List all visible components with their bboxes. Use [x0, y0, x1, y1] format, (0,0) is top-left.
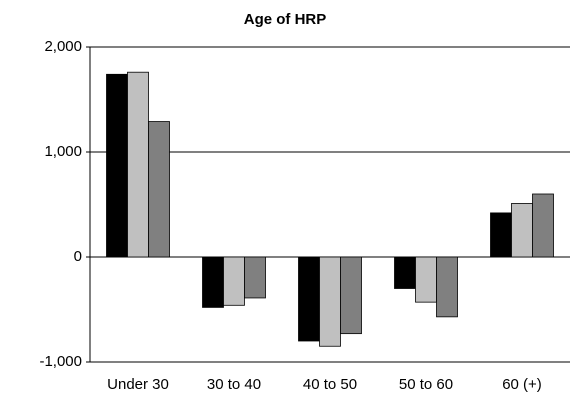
bar	[394, 256, 416, 289]
bar	[106, 73, 128, 258]
y-tick-label: 1,000	[44, 143, 82, 160]
x-tick-label: 40 to 50	[303, 376, 357, 393]
bar	[490, 212, 512, 258]
chart-title: Age of HRP	[244, 11, 327, 28]
y-tick-label: 2,000	[44, 38, 82, 55]
bar	[127, 71, 149, 258]
x-tick-label: 50 to 60	[399, 376, 453, 393]
bar	[298, 256, 320, 342]
y-tick-label: -1,000	[39, 353, 82, 370]
x-tick-label: 60 (+)	[502, 376, 542, 393]
bar	[202, 256, 224, 308]
bar	[148, 121, 170, 258]
bar	[244, 256, 266, 299]
bar	[436, 256, 458, 318]
y-tick-label: 0	[74, 248, 82, 265]
x-tick-label: Under 30	[107, 376, 169, 393]
bar	[319, 256, 341, 347]
bar	[415, 256, 437, 303]
bar	[223, 256, 245, 306]
x-tick-label: 30 to 40	[207, 376, 261, 393]
bar	[340, 256, 362, 335]
bar	[511, 203, 533, 258]
bar	[532, 193, 554, 258]
